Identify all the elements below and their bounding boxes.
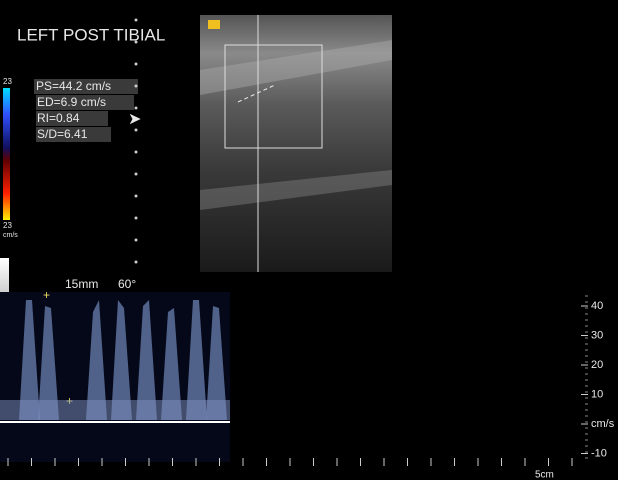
depth-dot [135,129,138,132]
scale-label: -10 [591,447,607,459]
caliper: + [43,288,50,302]
scale-label: 40 [591,300,603,312]
depth-dot [135,261,138,264]
depth-dot [135,41,138,44]
scale-label: 30 [591,329,603,341]
color-scale-top: 23 [3,77,12,86]
depth-dot [135,173,138,176]
measurement: S/D=6.41 [37,127,88,141]
depth-dot [135,195,138,198]
color-scale-bottom: 23 [3,221,12,230]
ultrasound-screen: LEFT POST TIBIAL 23 23 cm/s ➤ 15mm 60° +… [0,0,618,480]
depth-label: 5cm [535,470,554,480]
measurement: RI=0.84 [37,111,80,125]
depth-dot [135,217,138,220]
measurement: PS=44.2 cm/s [36,79,111,93]
measurement: ED=6.9 cm/s [37,95,106,109]
color-bar [3,88,10,220]
vessel-label: LEFT POST TIBIAL [17,25,165,44]
probe-marker [208,20,220,29]
depth-dot [135,107,138,110]
scale-label: cm/s [591,418,615,430]
gate-size: 15mm [65,277,98,291]
depth-dot [135,151,138,154]
scale-label: 10 [591,388,603,400]
depth-dot [135,19,138,22]
depth-dot [135,63,138,66]
spectral-fill [0,400,230,420]
color-scale-unit: cm/s [3,232,18,239]
scale-label: 20 [591,359,603,371]
arrow: ➤ [128,111,141,128]
angle: 60° [118,277,136,291]
depth-dot [135,85,138,88]
depth-dot [135,239,138,242]
